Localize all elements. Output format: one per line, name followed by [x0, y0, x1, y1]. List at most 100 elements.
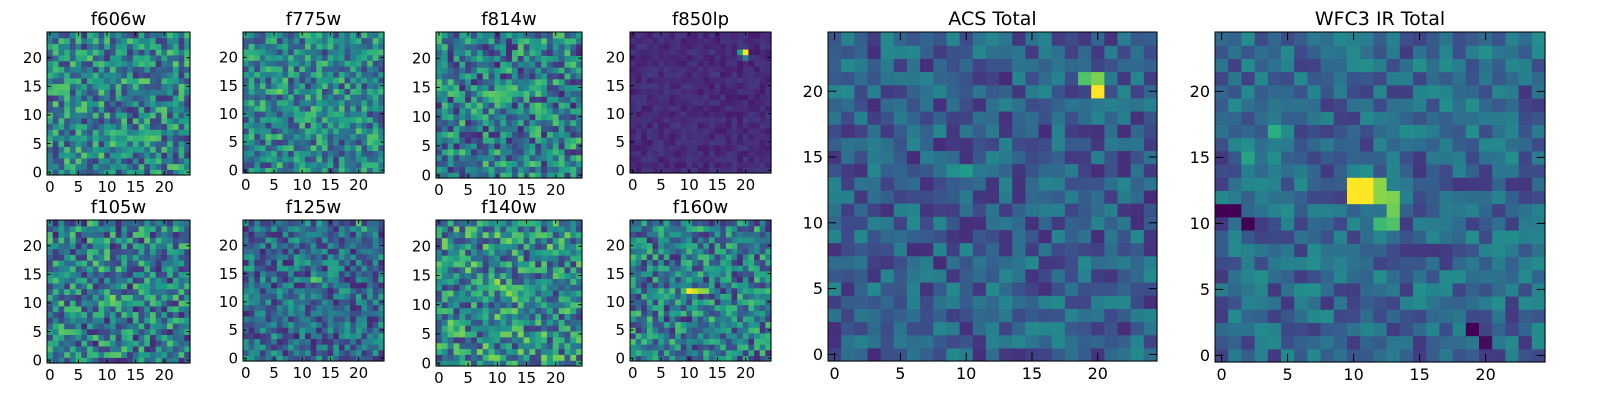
heatmap-cell [178, 37, 185, 45]
heatmap-cell [248, 65, 255, 73]
heatmap-cell [338, 150, 346, 157]
heatmap-cell [880, 347, 895, 362]
heatmap-cell [47, 305, 54, 313]
heatmap-cell [686, 127, 693, 135]
heatmap-cell [488, 154, 495, 162]
heatmap-cell [121, 225, 128, 233]
heatmap-cell [327, 161, 334, 168]
heatmap-cell [436, 325, 443, 332]
heatmap-cell [288, 48, 295, 56]
heatmap-cell [933, 163, 948, 178]
heatmap-cell [293, 110, 300, 118]
heatmap-cell [511, 295, 519, 303]
heatmap-cell [115, 248, 122, 255]
heatmap-cell [378, 225, 385, 232]
heatmap-cell [933, 268, 948, 283]
heatmap-cell [104, 89, 111, 96]
heatmap-cell [305, 349, 312, 356]
heatmap-cell [149, 37, 157, 45]
heatmap-cell [972, 242, 987, 257]
heatmap-cell [703, 43, 710, 50]
heatmap-cell [92, 32, 100, 39]
heatmap-cell [288, 60, 295, 67]
heatmap-cell [327, 127, 334, 135]
heatmap-cell [697, 60, 704, 67]
heatmap-cell [441, 154, 449, 162]
heatmap-cell [271, 293, 278, 300]
heatmap-cell [500, 313, 507, 320]
heatmap-cell [652, 133, 659, 140]
heatmap-cell [759, 116, 766, 123]
heatmap-cell [378, 253, 385, 261]
heatmap-cell [1051, 84, 1066, 99]
heatmap-cell [167, 83, 174, 90]
heatmap-cell [471, 78, 478, 86]
heatmap-cell [149, 328, 157, 335]
heatmap-cell [127, 106, 134, 113]
heatmap-cell [570, 295, 577, 303]
heatmap-cell [178, 311, 185, 318]
heatmap-cell [254, 332, 261, 340]
heatmap-cell [327, 298, 334, 306]
heatmap-cell [282, 48, 289, 56]
heatmap-cell [58, 43, 65, 50]
heatmap-cell [1130, 203, 1145, 217]
heatmap-cell [248, 122, 255, 129]
heatmap-cell [453, 313, 460, 320]
heatmap-cell [265, 133, 272, 140]
heatmap-cell [98, 220, 105, 227]
heatmap-cell [686, 88, 693, 95]
heatmap-cell [127, 60, 134, 67]
heatmap-cell [686, 82, 693, 89]
heatmap-cell [1117, 242, 1132, 257]
heatmap-cell [663, 82, 671, 89]
heatmap-cell [87, 311, 94, 318]
heatmap-cell [985, 97, 1000, 112]
heatmap-cell [98, 328, 105, 335]
heatmap-cell [697, 65, 704, 73]
heatmap-cell [355, 99, 363, 106]
heatmap-cell [321, 315, 329, 323]
heatmap-cell [149, 100, 157, 107]
heatmap-cell [321, 293, 329, 300]
heatmap-cell [471, 172, 478, 179]
heatmap-cell [81, 49, 88, 56]
heatmap-cell [1078, 32, 1092, 46]
heatmap-cell [305, 94, 312, 101]
heatmap-cell [558, 43, 566, 51]
heatmap-cell [646, 156, 654, 163]
heatmap-cell [350, 253, 357, 261]
heatmap-cell [459, 113, 466, 121]
heatmap-cell [564, 142, 571, 150]
heatmap-cell [482, 354, 490, 361]
heatmap-cell [109, 317, 117, 324]
heatmap-cell [920, 308, 934, 323]
heatmap-cell [1025, 282, 1040, 296]
heatmap-cell [92, 140, 100, 147]
heatmap-cell [361, 161, 368, 168]
heatmap-cell [641, 71, 648, 78]
heatmap-cell [144, 357, 151, 364]
heatmap-cell [658, 150, 665, 157]
heatmap-cell [305, 60, 312, 67]
heatmap-cell [754, 71, 761, 78]
x-tick-label: 15 [321, 176, 340, 194]
heatmap-cell [350, 82, 357, 89]
heatmap-cell [155, 242, 162, 250]
x-tick-label: 0 [45, 366, 55, 384]
heatmap-cell [646, 77, 654, 84]
heatmap-cell [680, 122, 687, 129]
heatmap-cell [765, 43, 772, 50]
heatmap-cell [293, 338, 300, 345]
heatmap-cell [972, 347, 987, 362]
heatmap-cell [248, 321, 255, 328]
heatmap-cell [441, 160, 449, 167]
heatmap-cell [765, 116, 772, 123]
heatmap-cell [552, 284, 560, 291]
heatmap-cell [1012, 282, 1026, 296]
heatmap-cell [854, 282, 869, 296]
heatmap-cell [109, 271, 117, 278]
heatmap-cell [69, 288, 77, 295]
heatmap-cell [293, 65, 300, 73]
